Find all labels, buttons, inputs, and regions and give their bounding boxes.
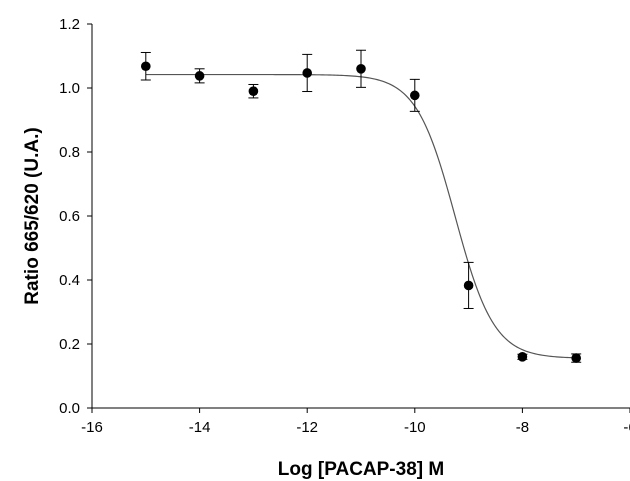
- x-axis-title: Log [PACAP-38] M: [278, 459, 444, 480]
- data-point: [410, 90, 420, 101]
- x-tick-label: -8: [516, 419, 529, 436]
- tick-marks: [87, 23, 630, 413]
- y-tick-label: 0.6: [59, 208, 80, 225]
- data-point: [356, 64, 366, 74]
- y-tick-label: 0.0: [59, 400, 80, 417]
- y-axis-title: Ratio 665/620 (U.A.): [22, 127, 43, 304]
- fit-curve-group: [145, 73, 577, 359]
- error-bars: [140, 49, 582, 363]
- y-tick-label: 0.8: [59, 144, 80, 161]
- x-tick-label: -12: [296, 419, 318, 436]
- data-point: [517, 352, 528, 362]
- y-tick-label: 1.0: [59, 80, 80, 97]
- x-tick-label: -14: [189, 419, 211, 436]
- y-tick-label: 0.2: [59, 336, 80, 353]
- x-tick-label: -6: [623, 419, 630, 436]
- data-points: [141, 61, 581, 363]
- data-point: [302, 68, 313, 78]
- fit-curve: [145, 73, 577, 359]
- data-point: [248, 86, 259, 96]
- y-tick-label: 0.4: [59, 272, 80, 289]
- data-point: [141, 61, 151, 72]
- x-tick-label: -16: [81, 419, 103, 436]
- tick-labels: -16 -14 -12 -10 -8 -6 0.0 0.2 0.4 0.6 0.8 1.0 1.2: [59, 16, 630, 436]
- data-point: [571, 353, 581, 363]
- x-tick-label: -10: [404, 419, 426, 436]
- data-point: [194, 71, 205, 81]
- y-tick-label: 1.2: [59, 16, 80, 33]
- data-point: [463, 280, 474, 291]
